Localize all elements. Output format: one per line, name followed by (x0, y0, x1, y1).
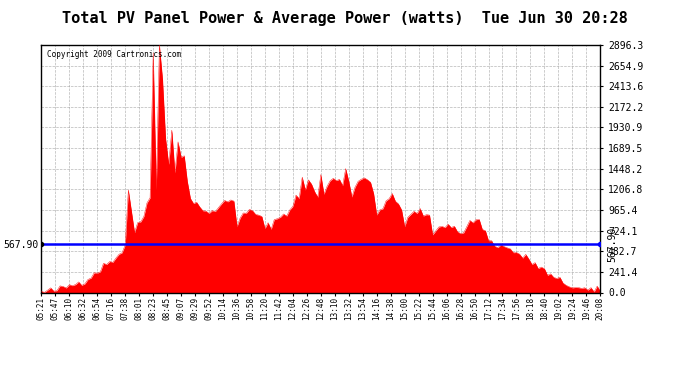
Text: Copyright 2009 Cartronics.com: Copyright 2009 Cartronics.com (47, 50, 181, 59)
Text: 567.90: 567.90 (607, 226, 618, 262)
Text: Total PV Panel Power & Average Power (watts)  Tue Jun 30 20:28: Total PV Panel Power & Average Power (wa… (62, 11, 628, 26)
